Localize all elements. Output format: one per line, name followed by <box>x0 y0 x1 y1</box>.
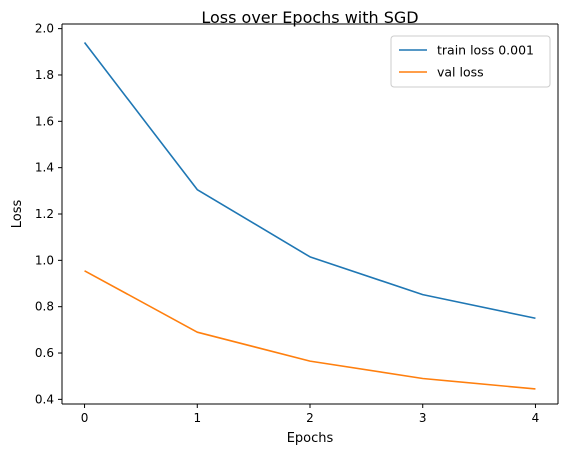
series-line-train-loss <box>83 42 536 320</box>
y-tick-label: 0.8 <box>35 300 54 314</box>
legend-frame <box>390 35 551 88</box>
y-tick-label: 0.4 <box>35 392 54 406</box>
y-tick-label: 1.6 <box>35 114 54 128</box>
y-tick-label: 2.0 <box>35 22 54 36</box>
x-tick-label: 1 <box>193 411 201 425</box>
x-tick-label: 2 <box>306 411 314 425</box>
y-tick-label: 1.0 <box>35 253 54 267</box>
y-axis-ticks: 0.4 0.6 0.8 1.0 1.2 1.4 1.6 1.8 2.0 <box>35 22 62 406</box>
legend: train loss 0.001 val loss <box>390 35 551 88</box>
series-line-val-loss <box>84 270 536 390</box>
legend-label: val loss <box>437 65 484 80</box>
y-tick-label: 1.2 <box>35 207 54 221</box>
series-lines <box>83 42 536 390</box>
x-axis-label: Epochs <box>287 431 334 446</box>
x-axis-ticks: 0 1 2 3 4 <box>81 404 540 425</box>
x-tick-label: 0 <box>81 411 89 425</box>
y-axis-label: Loss <box>10 200 25 229</box>
y-tick-label: 1.8 <box>35 68 54 82</box>
y-tick-label: 1.4 <box>35 161 54 175</box>
y-tick-label: 0.6 <box>35 346 54 360</box>
legend-label: train loss 0.001 <box>437 43 534 58</box>
chart-title: Loss over Epochs with SGD <box>201 8 418 27</box>
x-tick-label: 3 <box>419 411 427 425</box>
x-tick-label: 4 <box>532 411 540 425</box>
